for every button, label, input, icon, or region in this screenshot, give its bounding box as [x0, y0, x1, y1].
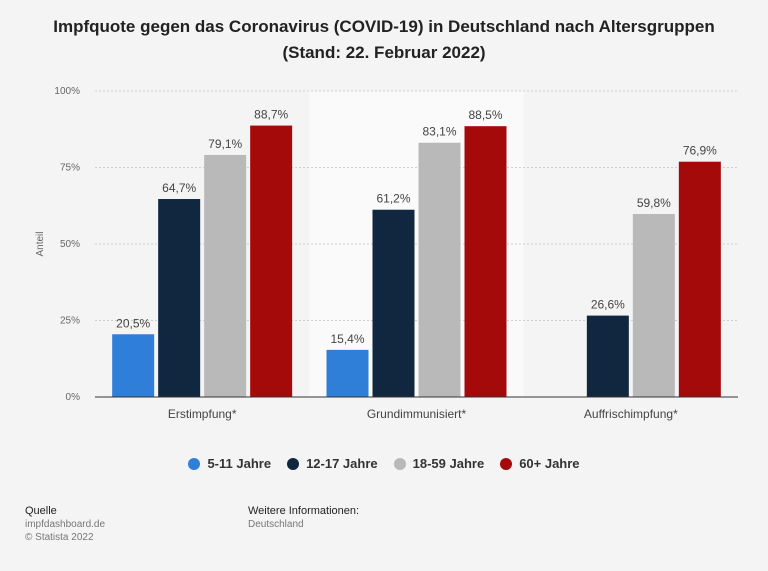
data-label: 88,5% — [468, 108, 502, 122]
legend-item[interactable]: 60+ Jahre — [500, 456, 580, 471]
legend-marker — [500, 457, 513, 470]
legend-marker — [393, 457, 406, 470]
y-tick-label: 25% — [60, 316, 80, 327]
chart-legend: 5-11 Jahre 12-17 Jahre 18-59 Jahre 60+ Jahr… — [0, 456, 768, 471]
legend-item[interactable]: 18-59 Jahre — [393, 456, 485, 471]
x-tick-label: Erstimpfung* — [168, 407, 237, 421]
data-label: 83,1% — [422, 125, 456, 139]
bar[interactable] — [464, 126, 507, 397]
source-name[interactable]: impfdashboard.de — [25, 519, 106, 530]
legend-marker — [287, 457, 300, 470]
data-label: 79,1% — [208, 137, 242, 151]
copyright: © Statista 2022 — [25, 532, 94, 543]
data-label: 20,5% — [116, 316, 150, 330]
data-label: 76,9% — [683, 144, 717, 158]
info-label[interactable]: Weitere Informationen: — [248, 505, 360, 517]
x-tick-label: Auffrischimpfung* — [584, 407, 678, 421]
chart-title: Impfquote gegen das Coronavirus (COVID-1… — [0, 14, 768, 66]
bar[interactable] — [326, 349, 369, 397]
data-label: 88,7% — [254, 108, 288, 122]
y-tick-label: 0% — [66, 392, 81, 403]
bar[interactable] — [204, 154, 247, 397]
source-label: Quelle — [25, 505, 57, 517]
chart-title-line-1: Impfquote gegen das Coronavirus (COVID-1… — [53, 17, 715, 36]
data-label: 59,8% — [637, 196, 671, 210]
legend-label: 18-59 Jahre — [412, 456, 485, 471]
legend-label: 5-11 Jahre — [207, 456, 272, 471]
bar[interactable] — [112, 334, 155, 397]
bar[interactable] — [632, 214, 675, 397]
chart-title-line-2: (Stand: 22. Februar 2022) — [282, 43, 486, 62]
footer-source: Quelle impfdashboard.de © Statista 2022 — [25, 505, 105, 544]
legend-label: 60+ Jahre — [519, 456, 580, 471]
data-label: 26,6% — [591, 298, 625, 312]
data-label: 64,7% — [162, 181, 196, 195]
bar[interactable] — [418, 142, 461, 397]
y-axis-title: Anteil — [35, 231, 46, 256]
bar[interactable] — [250, 125, 293, 397]
bar[interactable] — [158, 199, 201, 397]
data-label: 15,4% — [330, 332, 364, 346]
legend-marker — [188, 457, 201, 470]
info-region: Deutschland — [248, 519, 304, 530]
legend-label: 12-17 Jahre — [306, 456, 378, 471]
legend-item[interactable]: 5-11 Jahre — [188, 456, 271, 471]
x-tick-label: Grundimmunisiert* — [367, 407, 467, 421]
bar[interactable] — [586, 315, 629, 397]
bar[interactable] — [372, 209, 415, 397]
bar[interactable] — [678, 161, 721, 397]
bar-chart: 0% 25% 50% 75% 100% Anteil 20,5% 64,7% 79,1% 88,7… — [35, 86, 738, 421]
legend-item[interactable]: 12-17 Jahre — [287, 456, 378, 471]
footer-info: Weitere Informationen: Deutschland — [248, 505, 359, 531]
y-tick-label: 100% — [54, 86, 80, 97]
data-label: 61,2% — [376, 192, 410, 206]
y-tick-label: 50% — [60, 239, 80, 250]
y-tick-label: 75% — [60, 163, 80, 174]
